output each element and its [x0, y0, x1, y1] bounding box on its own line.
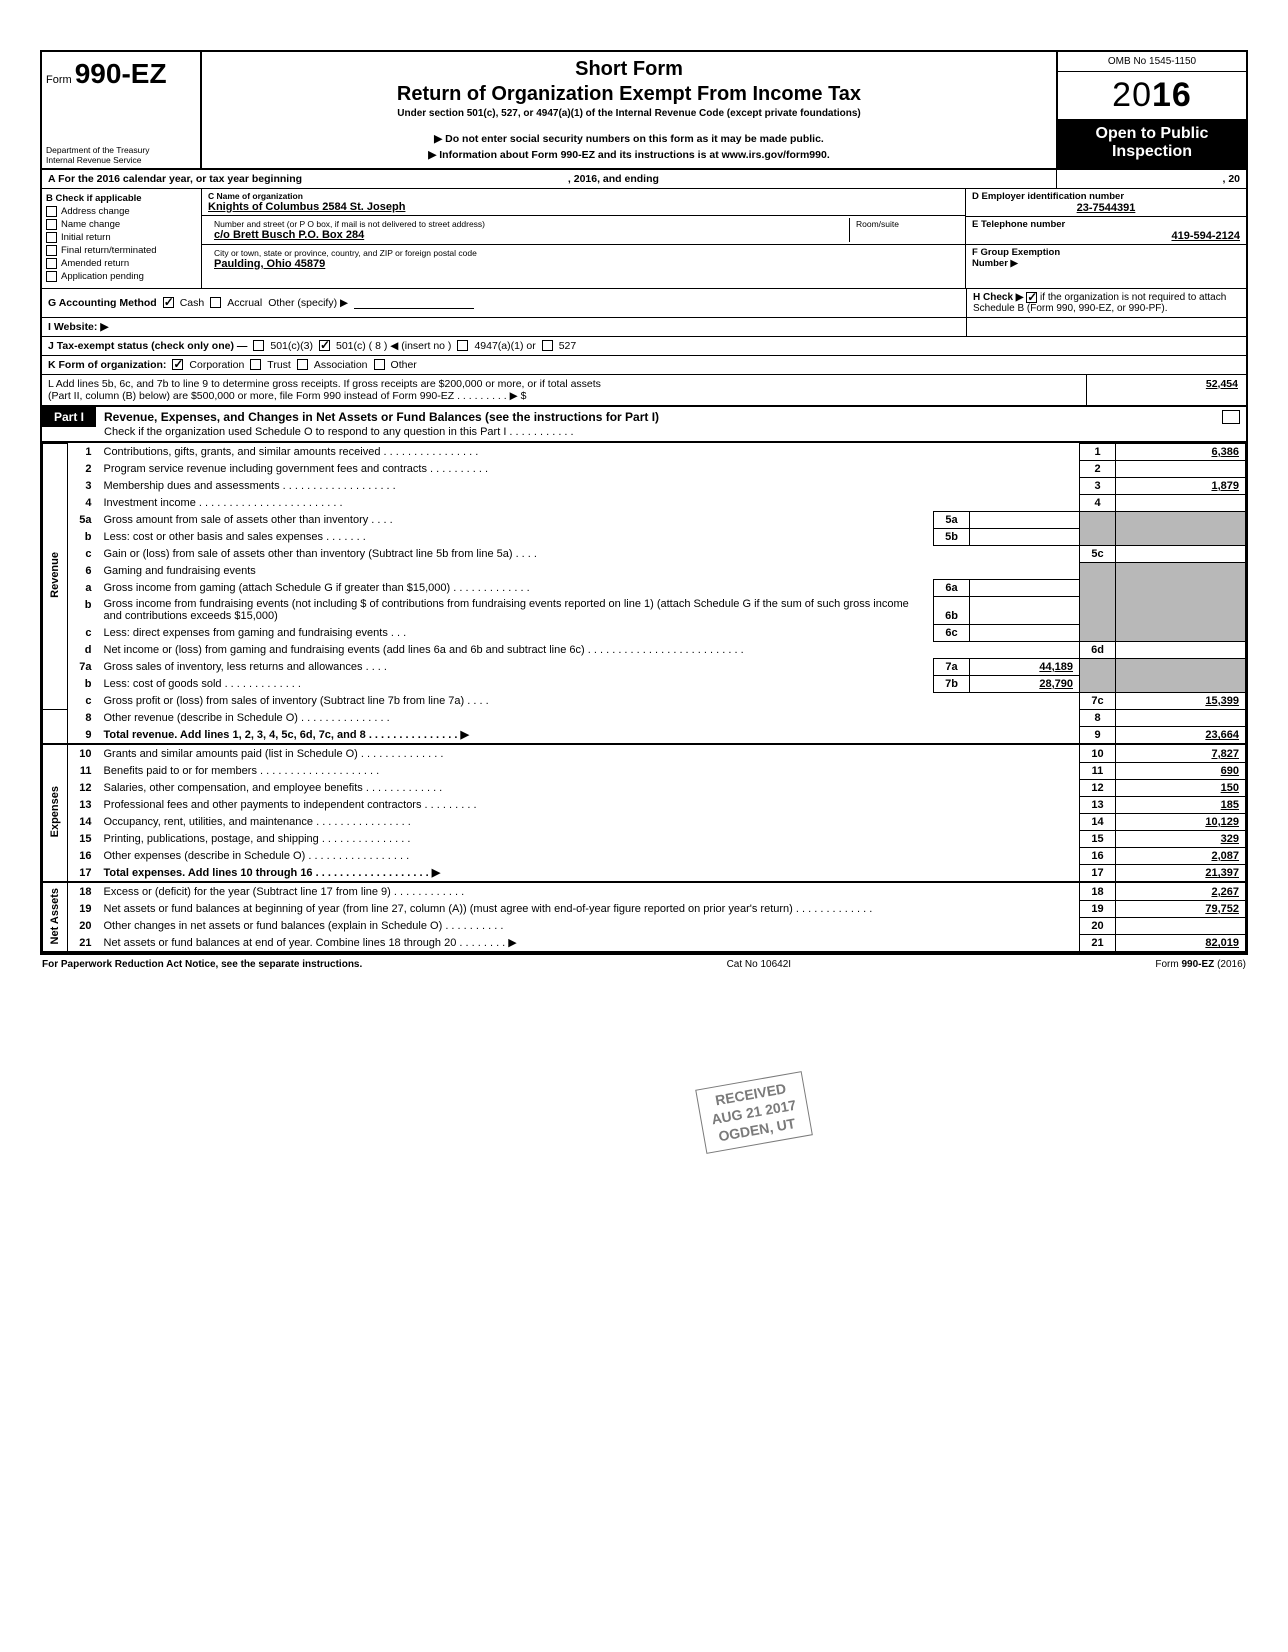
footer-catno: Cat No 10642I	[727, 959, 792, 970]
section-c: C Name of organization Knights of Columb…	[202, 189, 966, 288]
dept-line2: Internal Revenue Service	[46, 156, 196, 166]
city-label: City or town, state or province, country…	[214, 248, 953, 258]
line7a-amt: 44,189	[970, 658, 1080, 675]
open-to-public: Open to Public Inspection	[1058, 119, 1246, 168]
line7b-amt: 28,790	[970, 675, 1080, 692]
page-footer: For Paperwork Reduction Act Notice, see …	[40, 955, 1248, 970]
chk-schedule-b[interactable]	[1026, 292, 1037, 303]
tax-year: 2016	[1058, 72, 1246, 119]
title-return: Return of Organization Exempt From Incom…	[210, 83, 1048, 106]
chk-501c3[interactable]	[253, 340, 264, 351]
line7c-amt: 15,399	[1116, 692, 1246, 709]
room-suite: Room/suite	[849, 218, 959, 242]
line21-amt: 82,019	[1116, 934, 1246, 952]
chk-501c[interactable]	[319, 340, 330, 351]
chk-amended[interactable]	[46, 258, 57, 269]
part-i-sub: Check if the organization used Schedule …	[104, 426, 1214, 438]
part-i-tab: Part I	[42, 407, 96, 427]
part-i-table: Revenue 1 Contributions, gifts, grants, …	[42, 443, 1246, 954]
line12-amt: 150	[1116, 779, 1246, 796]
e-label: E Telephone number	[972, 219, 1240, 230]
line3-amt: 1,879	[1116, 477, 1246, 494]
org-name: Knights of Columbus 2584 St. Joseph	[208, 201, 959, 213]
gross-receipts: 52,454	[1086, 375, 1246, 405]
row-h: H Check ▶ if the organization is not req…	[966, 289, 1246, 317]
line17-amt: 21,397	[1116, 864, 1246, 882]
chk-4947[interactable]	[457, 340, 468, 351]
line11-amt: 690	[1116, 762, 1246, 779]
section-def: D Employer identification number 23-7544…	[966, 189, 1246, 288]
chk-trust[interactable]	[250, 359, 261, 370]
b-heading: B Check if applicable	[46, 193, 197, 204]
chk-other[interactable]	[374, 359, 385, 370]
netassets-side-label: Net Assets	[43, 882, 68, 952]
form-prefix: Form	[46, 74, 72, 86]
row-i: I Website: ▶	[42, 318, 966, 336]
line10-amt: 7,827	[1116, 744, 1246, 762]
footer-formno: Form 990-EZ (2016)	[1155, 959, 1246, 970]
row-l: L Add lines 5b, 6c, and 7b to line 9 to …	[42, 375, 1246, 407]
line15-amt: 329	[1116, 830, 1246, 847]
section-b: B Check if applicable Address change Nam…	[42, 189, 202, 288]
line13-amt: 185	[1116, 796, 1246, 813]
chk-assoc[interactable]	[297, 359, 308, 370]
title-short-form: Short Form	[210, 58, 1048, 81]
note-ssn: ▶ Do not enter social security numbers o…	[210, 133, 1048, 145]
chk-name-change[interactable]	[46, 219, 57, 230]
ein-value: 23-7544391	[972, 202, 1240, 214]
row-j: J Tax-exempt status (check only one) — 5…	[42, 337, 1246, 355]
note-info: ▶ Information about Form 990-EZ and its …	[210, 149, 1048, 161]
form-number: 990-EZ	[75, 58, 167, 89]
row-a: A For the 2016 calendar year, or tax yea…	[42, 170, 1246, 189]
phone-value: 419-594-2124	[972, 230, 1240, 242]
chk-corp[interactable]	[172, 359, 183, 370]
chk-527[interactable]	[542, 340, 553, 351]
f-label: F Group Exemption	[972, 247, 1240, 258]
received-stamp: RECEIVED AUG 21 2017 OGDEN, UT	[695, 1071, 812, 1153]
footer-notice: For Paperwork Reduction Act Notice, see …	[42, 959, 362, 970]
chk-pending[interactable]	[46, 271, 57, 282]
expenses-side-label: Expenses	[43, 744, 68, 882]
line14-amt: 10,129	[1116, 813, 1246, 830]
part-i-header: Part I Revenue, Expenses, and Changes in…	[42, 407, 1246, 443]
c-label: C Name of organization	[208, 191, 959, 201]
chk-accrual[interactable]	[210, 297, 221, 308]
row-k: K Form of organization: Corporation Trus…	[42, 356, 1246, 374]
row-g: G Accounting Method Cash Accrual Other (…	[42, 289, 966, 317]
title-subtitle: Under section 501(c), 527, or 4947(a)(1)…	[210, 108, 1048, 119]
form-header: Form 990-EZ Department of the Treasury I…	[42, 52, 1246, 170]
line9-amt: 23,664	[1116, 726, 1246, 744]
chk-initial-return[interactable]	[46, 232, 57, 243]
line1-amt: 6,386	[1116, 443, 1246, 460]
part-i-title: Revenue, Expenses, and Changes in Net As…	[104, 410, 659, 424]
chk-final-return[interactable]	[46, 245, 57, 256]
line18-amt: 2,267	[1116, 882, 1246, 900]
chk-cash[interactable]	[163, 297, 174, 308]
revenue-side-label: Revenue	[43, 443, 68, 709]
chk-address-change[interactable]	[46, 206, 57, 217]
line19-amt: 79,752	[1116, 900, 1246, 917]
addr-value: c/o Brett Busch P.O. Box 284	[214, 229, 843, 241]
addr-label: Number and street (or P O box, if mail i…	[214, 219, 843, 229]
omb-number: OMB No 1545-1150	[1058, 52, 1246, 72]
f-label2: Number ▶	[972, 258, 1240, 269]
d-label: D Employer identification number	[972, 191, 1240, 202]
line16-amt: 2,087	[1116, 847, 1246, 864]
chk-schedule-o[interactable]	[1222, 410, 1240, 424]
city-value: Paulding, Ohio 45879	[214, 258, 953, 270]
